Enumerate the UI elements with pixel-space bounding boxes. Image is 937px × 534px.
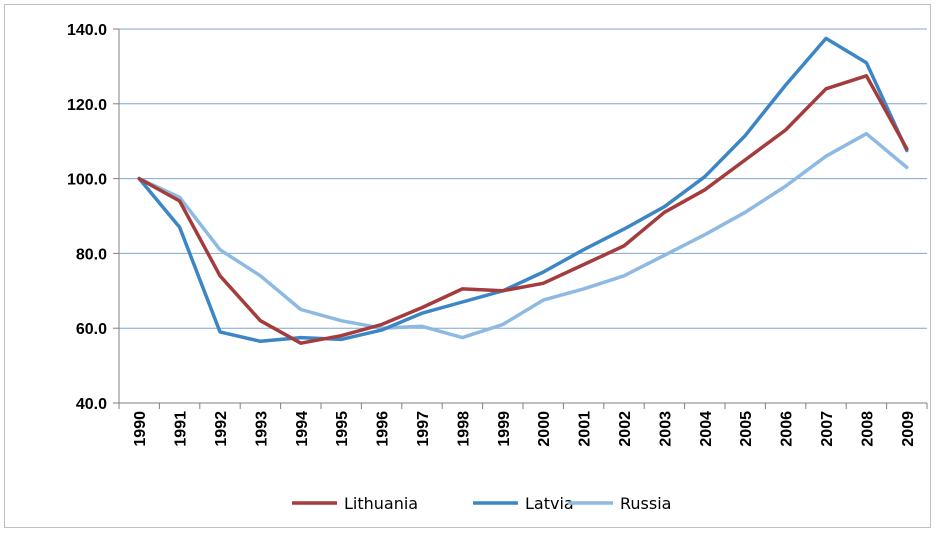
- line-chart: 40.0 60.0 80.0 100.0 120.0 140.0 1990 1991 1992…: [67, 22, 928, 513]
- x-tick-label: 2000: [536, 411, 553, 447]
- x-tick-label: 2008: [859, 411, 876, 447]
- y-tick-labels: 40.0 60.0 80.0 100.0 120.0 140.0: [67, 22, 107, 413]
- x-tick-label: 1996: [375, 411, 392, 447]
- y-tick-label: 80.0: [76, 246, 107, 263]
- x-tick-label: 1991: [173, 411, 190, 447]
- x-tick-label: 2007: [819, 411, 836, 447]
- x-tick-label: 1993: [253, 411, 270, 447]
- axes: [113, 28, 928, 409]
- x-tick-label: 2001: [577, 411, 594, 447]
- gridlines: [119, 28, 927, 329]
- x-tick-label: 2005: [738, 411, 755, 447]
- x-tick-labels: 1990 1991 1992 1993 1994 1995 1996 1997 1998 1999…: [132, 411, 917, 447]
- x-tick-label: 1994: [294, 411, 311, 447]
- series-line-russia: [137, 131, 909, 340]
- legend-label-russia: Russia: [620, 494, 671, 513]
- y-tick-label: 100.0: [67, 172, 107, 189]
- y-tick-label: 140.0: [67, 22, 107, 39]
- series-line-lithuania: [137, 74, 909, 345]
- x-tick-label: 1997: [415, 411, 432, 447]
- legend-label-lithuania: Lithuania: [344, 494, 418, 513]
- x-tick-label: 1990: [132, 411, 149, 447]
- x-tick-label: 2009: [900, 411, 917, 447]
- x-tick-label: 1995: [334, 411, 351, 447]
- chart-frame: 40.0 60.0 80.0 100.0 120.0 140.0 1990 1991 1992…: [4, 4, 931, 528]
- y-tick-label: 60.0: [76, 321, 107, 338]
- series-lines: [137, 36, 909, 345]
- x-tick-label: 2004: [698, 411, 715, 447]
- x-tick-label: 2002: [617, 411, 634, 447]
- x-tick-label: 2006: [779, 411, 796, 447]
- y-tick-label: 120.0: [67, 97, 107, 114]
- legend-label-latvia: Latvia: [525, 494, 574, 513]
- x-tick-label: 1998: [455, 411, 472, 447]
- series-line-latvia: [137, 36, 909, 344]
- y-tick-label: 40.0: [76, 396, 107, 413]
- legend: Lithuania Latvia Russia: [292, 494, 671, 513]
- x-tick-label: 2003: [657, 411, 674, 447]
- x-tick-label: 1999: [496, 411, 513, 447]
- x-tick-label: 1992: [213, 411, 230, 447]
